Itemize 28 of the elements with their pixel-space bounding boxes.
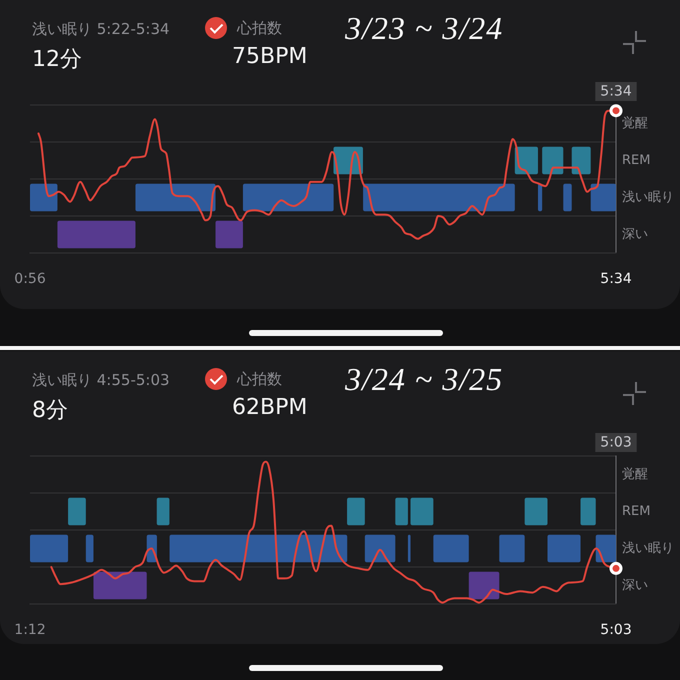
text: 75BPM — [232, 44, 308, 69]
bar — [538, 184, 542, 212]
text: 8分 — [32, 397, 68, 425]
text: 62BPM — [232, 395, 308, 420]
y-tick-label: REM — [622, 504, 650, 519]
y-tick-label: 覚醒 — [622, 116, 648, 131]
text: 浅い眠り 5:22-5:34 — [32, 20, 170, 39]
y-tick-label: REM — [622, 152, 650, 168]
legend-label: 心拍数 — [237, 18, 282, 38]
y-tick-label: 深い — [622, 226, 648, 242]
text: 浅い眠り 4:55-5:03 — [32, 371, 170, 390]
y-tick-label: 浅い眠り — [622, 190, 674, 205]
text: 12分 — [32, 46, 82, 74]
x-tick-label: 0:56 — [14, 271, 46, 288]
chart-title: 3/24 ~ 3/25 — [345, 361, 504, 398]
text: 5:03 — [600, 434, 632, 451]
bar — [548, 534, 581, 562]
bar — [563, 184, 572, 212]
legend-label: 心拍数 — [237, 370, 282, 388]
bar — [590, 184, 616, 212]
bar — [596, 534, 616, 562]
y-tick-label: 覚醒 — [622, 466, 648, 482]
bar — [499, 534, 525, 562]
y-tick-label: 浅い眠り — [622, 540, 674, 556]
chart-title: 3/23 ~ 3/24 — [345, 10, 504, 47]
y-tick-label: 深い — [622, 578, 648, 593]
text: 5:34 — [600, 84, 632, 100]
x-tick-label: 1:12 — [14, 622, 46, 638]
